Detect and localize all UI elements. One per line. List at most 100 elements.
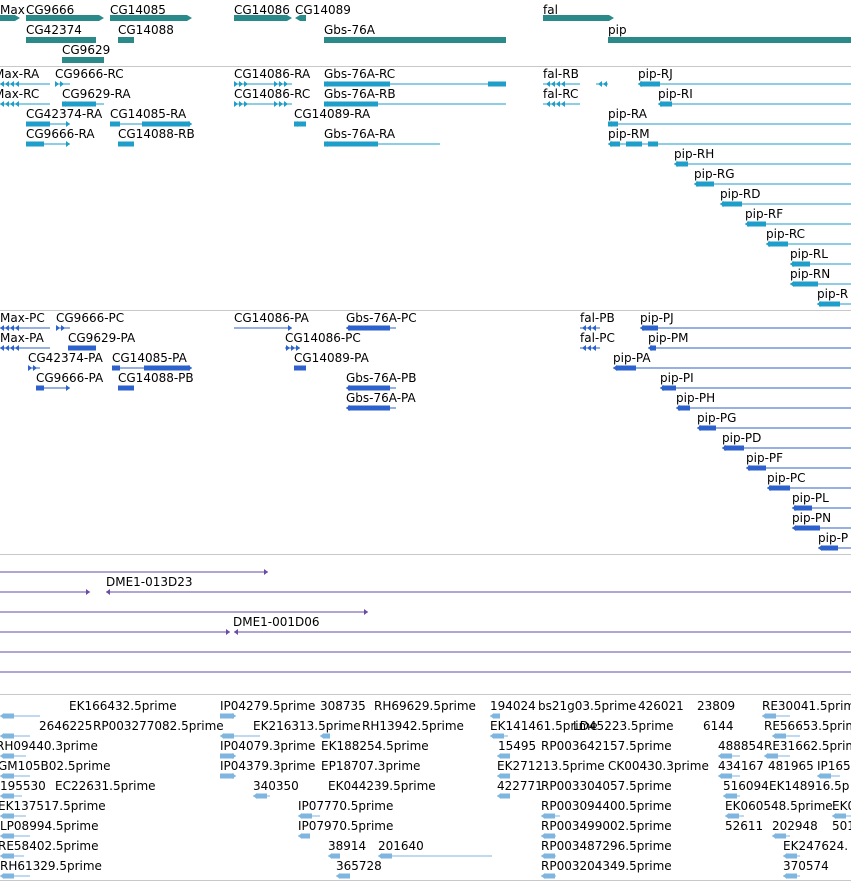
est-label[interactable]: 38914	[328, 839, 367, 853]
est-label[interactable]: 195530	[0, 779, 46, 793]
strand-arrow[interactable]	[364, 609, 368, 615]
gene-label[interactable]: Gbs-76A	[324, 23, 375, 37]
exon-block[interactable]	[324, 733, 330, 739]
strand-arrow[interactable]	[324, 81, 328, 87]
strand-arrow[interactable]	[490, 733, 494, 739]
transcript-label[interactable]: pip-R	[817, 287, 849, 301]
exon-block[interactable]	[4, 733, 14, 739]
strand-arrow[interactable]	[697, 425, 701, 431]
strand-arrow[interactable]	[232, 713, 236, 719]
exon-block[interactable]	[821, 773, 831, 779]
strand-arrow[interactable]	[762, 713, 766, 719]
strand-arrow[interactable]	[346, 325, 350, 331]
gene-glyph[interactable]	[608, 37, 851, 43]
strand-arrow[interactable]	[220, 733, 224, 739]
strand-arrow[interactable]	[0, 713, 4, 719]
strand-arrow[interactable]	[5, 81, 9, 87]
strand-arrow[interactable]	[658, 101, 662, 107]
strand-arrow[interactable]	[320, 733, 324, 739]
exon-block[interactable]	[118, 385, 134, 391]
strand-arrow[interactable]	[766, 241, 770, 247]
est-label[interactable]: IP07770.5prime	[298, 799, 394, 813]
exon-block[interactable]	[110, 121, 120, 127]
exon-block[interactable]	[112, 365, 120, 371]
transcript-label[interactable]: CG9629-RA	[62, 87, 131, 101]
exon-block[interactable]	[142, 121, 190, 127]
exon-block[interactable]	[36, 385, 44, 391]
strand-arrow[interactable]	[284, 81, 288, 87]
transcript-label[interactable]: pip-PN	[792, 511, 832, 525]
strand-arrow[interactable]	[296, 345, 300, 351]
transcript-label[interactable]: CG42374-RA	[26, 107, 103, 121]
gene-label[interactable]: Max	[0, 3, 25, 17]
strand-arrow[interactable]	[792, 505, 796, 511]
strand-arrow[interactable]	[592, 345, 596, 351]
est-label[interactable]: EK137517.5prime	[0, 799, 106, 813]
strand-arrow[interactable]	[0, 773, 4, 779]
exon-block[interactable]	[220, 773, 234, 779]
exon-block[interactable]	[794, 505, 812, 511]
exon-block[interactable]	[4, 853, 14, 859]
strand-arrow[interactable]	[28, 365, 32, 371]
exon-block[interactable]	[348, 325, 390, 331]
strand-arrow[interactable]	[764, 753, 768, 759]
transcript-label[interactable]: pip-PD	[722, 431, 762, 445]
transcript-label[interactable]: Max-PA	[0, 331, 44, 345]
est-label[interactable]: EK148916.5p	[769, 779, 850, 793]
transcript-label[interactable]: pip-PI	[660, 371, 694, 385]
strand-arrow[interactable]	[244, 101, 248, 107]
exon-block[interactable]	[660, 101, 672, 107]
transcript-label[interactable]: fal-RC	[543, 87, 579, 101]
strand-arrow[interactable]	[587, 345, 591, 351]
exon-block[interactable]	[792, 261, 810, 267]
est-label[interactable]: GM105B02.5prime	[0, 759, 111, 773]
strand-arrow[interactable]	[556, 81, 560, 87]
strand-arrow[interactable]	[15, 325, 19, 331]
transcript-label[interactable]: Max-RC	[0, 87, 40, 101]
transcript-label[interactable]: pip-RN	[790, 267, 831, 281]
est-label[interactable]: 308735	[320, 699, 366, 713]
est-label[interactable]: 365728	[336, 859, 382, 873]
transcript-label[interactable]: pip-PM	[648, 331, 689, 345]
transcript-label[interactable]: pip-PH	[676, 391, 716, 405]
exon-block[interactable]	[348, 405, 390, 411]
strand-arrow[interactable]	[587, 325, 591, 331]
strand-arrow[interactable]	[676, 405, 680, 411]
gene-glyph[interactable]	[543, 15, 614, 21]
strand-arrow[interactable]	[239, 101, 243, 107]
gene-label[interactable]: CG14089	[295, 3, 351, 17]
exon-block[interactable]	[640, 81, 660, 87]
transcript-label[interactable]: pip-RI	[658, 87, 693, 101]
transcript-label[interactable]: Gbs-76A-RC	[324, 67, 396, 81]
strand-arrow[interactable]	[55, 81, 59, 87]
exon-block[interactable]	[822, 545, 838, 551]
exon-block[interactable]	[501, 773, 510, 779]
strand-arrow[interactable]	[10, 325, 14, 331]
est-label[interactable]: CK00430.3prime	[608, 759, 709, 773]
strand-arrow[interactable]	[638, 81, 642, 87]
strand-arrow[interactable]	[0, 853, 4, 859]
exon-block[interactable]	[787, 853, 797, 859]
transcript-label[interactable]: pip-RM	[608, 127, 650, 141]
strand-arrow[interactable]	[817, 773, 821, 779]
est-label[interactable]: EK188254.5prime	[321, 739, 429, 753]
gene-glyph[interactable]	[0, 15, 20, 21]
transcript-label[interactable]: pip-PC	[767, 471, 806, 485]
strand-arrow[interactable]	[694, 181, 698, 187]
exon-block[interactable]	[676, 161, 688, 167]
est-label[interactable]: EC22631.5prime	[55, 779, 156, 793]
strand-arrow[interactable]	[832, 813, 836, 819]
exon-block[interactable]	[4, 753, 14, 759]
strand-arrow[interactable]	[818, 545, 822, 551]
strand-arrow[interactable]	[546, 81, 550, 87]
exon-block[interactable]	[545, 833, 555, 839]
strand-arrow[interactable]	[253, 793, 257, 799]
strand-arrow[interactable]	[86, 589, 90, 595]
est-label[interactable]: EK247624.	[783, 839, 849, 853]
gene-label[interactable]: fal	[543, 3, 558, 17]
strand-arrow[interactable]	[346, 385, 350, 391]
strand-arrow[interactable]	[66, 141, 70, 147]
est-label[interactable]: 194024	[490, 699, 536, 713]
strand-arrow[interactable]	[0, 873, 4, 879]
strand-arrow[interactable]	[790, 281, 794, 287]
